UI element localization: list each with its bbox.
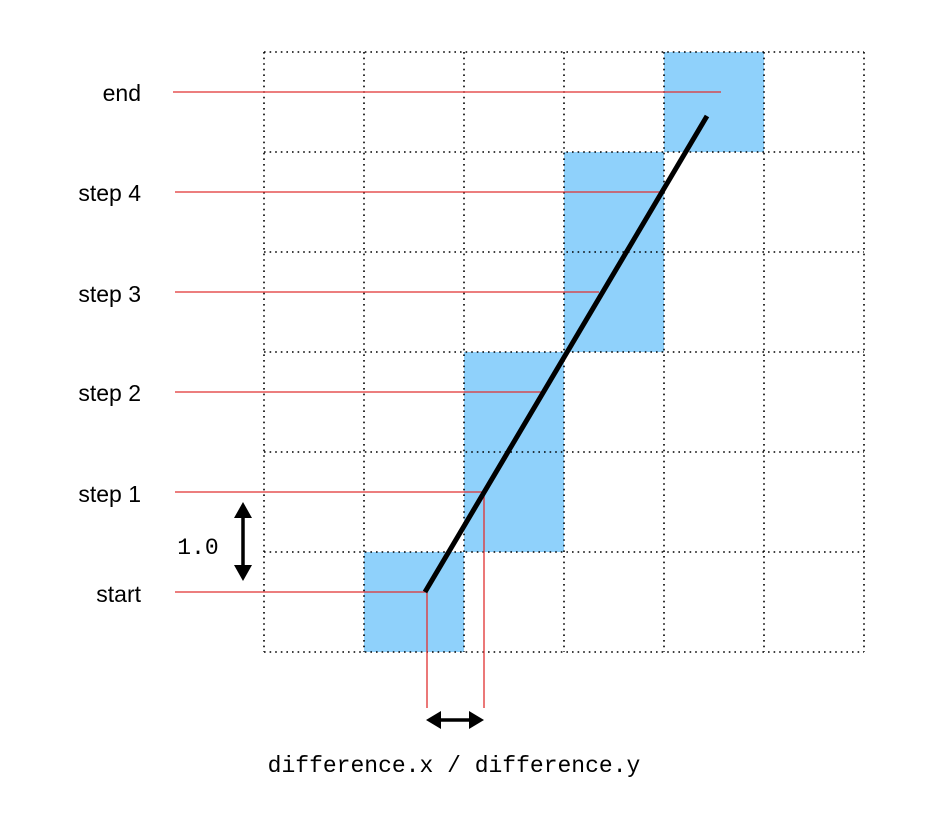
label-end: end bbox=[103, 80, 141, 106]
unit-label: 1.0 bbox=[177, 535, 218, 561]
highlighted-cell-step-4 bbox=[564, 152, 664, 252]
row-marker-lines bbox=[173, 91, 721, 708]
highlighted-cell-step-2 bbox=[464, 352, 564, 452]
difference-arrow bbox=[426, 711, 484, 729]
arrow-up-icon bbox=[234, 502, 252, 518]
label-step-2: step 2 bbox=[78, 380, 141, 406]
label-step-4: step 4 bbox=[78, 180, 141, 206]
arrow-left-icon bbox=[426, 711, 441, 729]
row-labels: end step 4 step 3 step 2 step 1 start bbox=[78, 80, 141, 607]
label-step-1: step 1 bbox=[78, 481, 141, 507]
arrow-down-icon bbox=[234, 565, 252, 581]
highlighted-cell-step-3 bbox=[564, 252, 664, 352]
highlighted-cell-end bbox=[664, 52, 764, 152]
formula-label: difference.x / difference.y bbox=[268, 753, 641, 779]
label-step-3: step 3 bbox=[78, 281, 141, 307]
path-line bbox=[422, 114, 710, 594]
dotted-grid bbox=[263, 51, 865, 653]
unit-height-arrow bbox=[234, 502, 252, 581]
arrow-right-icon bbox=[469, 711, 484, 729]
highlighted-cell-start bbox=[364, 552, 464, 652]
label-start: start bbox=[96, 581, 141, 607]
